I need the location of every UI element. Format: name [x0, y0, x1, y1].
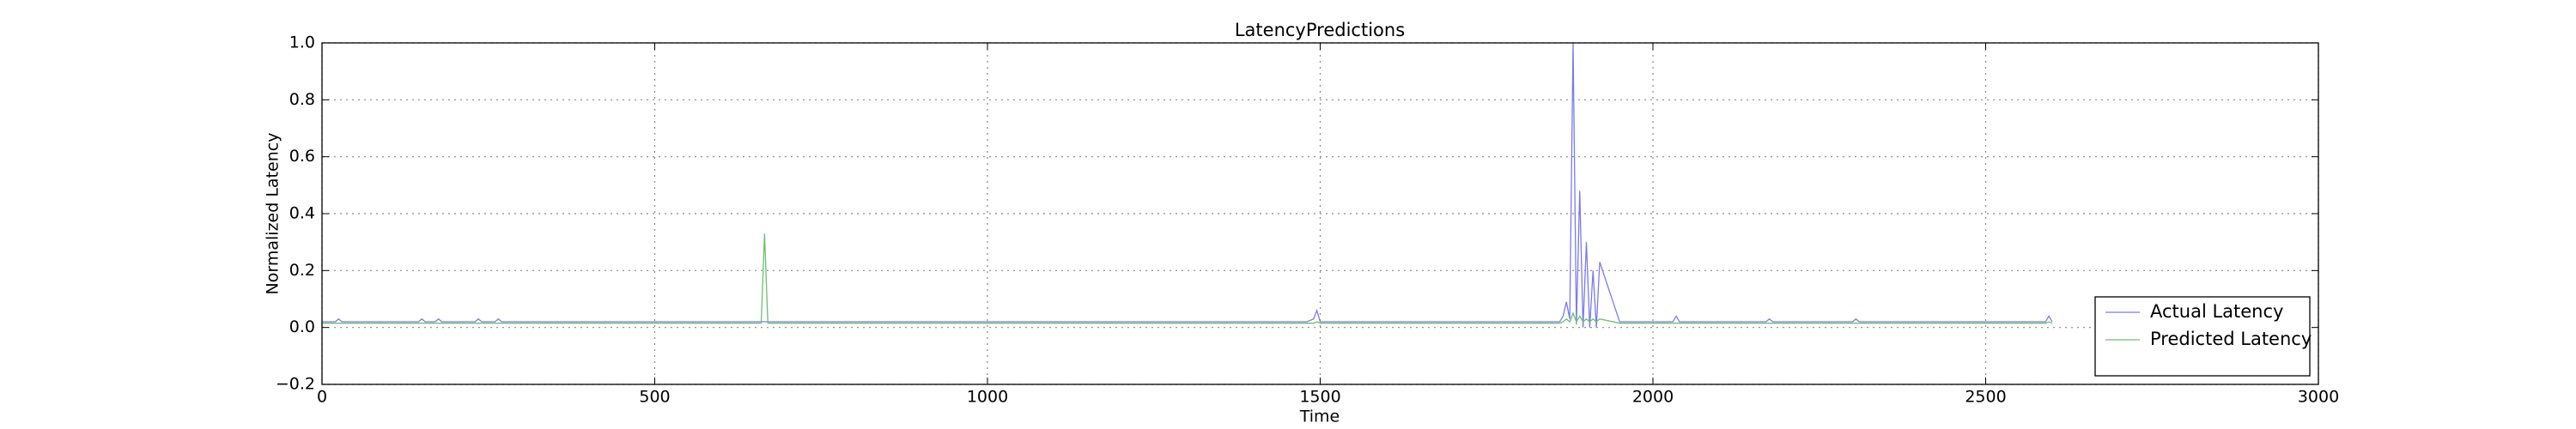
x-tick-label: 2500 [1965, 388, 2006, 407]
series-line [322, 42, 2053, 328]
x-axis-label: Time [1299, 408, 1340, 426]
x-tick-label: 3000 [2298, 388, 2339, 407]
y-tick-label: −0.2 [276, 375, 315, 394]
y-tick-label: 0.6 [289, 147, 315, 166]
x-tick-label: 2000 [1632, 388, 1674, 407]
series-line [322, 233, 2053, 324]
x-tick-label: 500 [639, 388, 670, 407]
legend-box [2094, 296, 2311, 377]
y-tick-label: 1.0 [289, 33, 315, 52]
legend-label: Predicted Latency [2150, 329, 2312, 349]
y-axis-label: Normalized Latency [264, 133, 283, 295]
y-tick-label: 0.4 [289, 204, 315, 223]
plot-frame [321, 42, 2319, 385]
y-tick-label: 0.8 [289, 90, 315, 109]
y-tick-label: 0.0 [289, 317, 315, 336]
legend-label: Actual Latency [2150, 301, 2283, 322]
x-tick-label: 1500 [1299, 388, 1340, 407]
y-tick-label: 0.2 [289, 261, 315, 280]
chart-title: LatencyPredictions [1235, 20, 1405, 40]
x-tick-label: 1000 [967, 388, 1008, 407]
x-tick-label: 0 [317, 388, 327, 407]
